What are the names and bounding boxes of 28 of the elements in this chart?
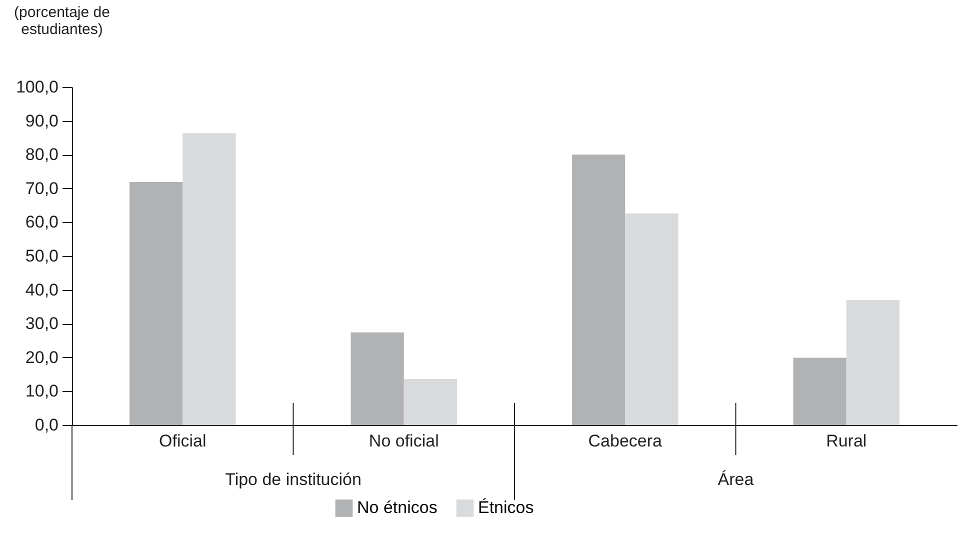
y-tick-label: 60,0 [25,212,58,232]
y-tick-label: 0,0 [34,416,58,434]
legend-label: Étnicos [478,498,534,518]
x-tick-label: Cabecera [588,432,663,450]
y-tick-label: 50,0 [25,246,58,266]
x-tick-label: No oficial [368,432,439,450]
y-axis-title: (porcentaje de estudiantes) [14,4,110,38]
bar [846,300,900,425]
legend-label: No étnicos [357,498,438,518]
y-tick-label: 20,0 [25,348,58,367]
y-tick-label: 80,0 [25,145,58,164]
bar [625,213,678,425]
y-tick-label: 10,0 [25,382,58,401]
bar [350,332,404,425]
text: Tipo de institución [225,470,362,489]
text: Área [718,470,754,489]
bar [182,133,236,425]
y-tick-label: 90,0 [25,111,58,130]
bar [572,154,626,425]
y-tick-label: 40,0 [25,280,58,300]
x-tick-label: Oficial [159,432,206,450]
y-tick-label: 30,0 [25,314,58,334]
bar [130,182,183,425]
bar [404,379,457,425]
bar [793,358,846,425]
x-tick-label: Rural [826,432,867,450]
y-tick-label: 100,0 [16,78,58,96]
y-tick-label: 70,0 [25,178,58,198]
